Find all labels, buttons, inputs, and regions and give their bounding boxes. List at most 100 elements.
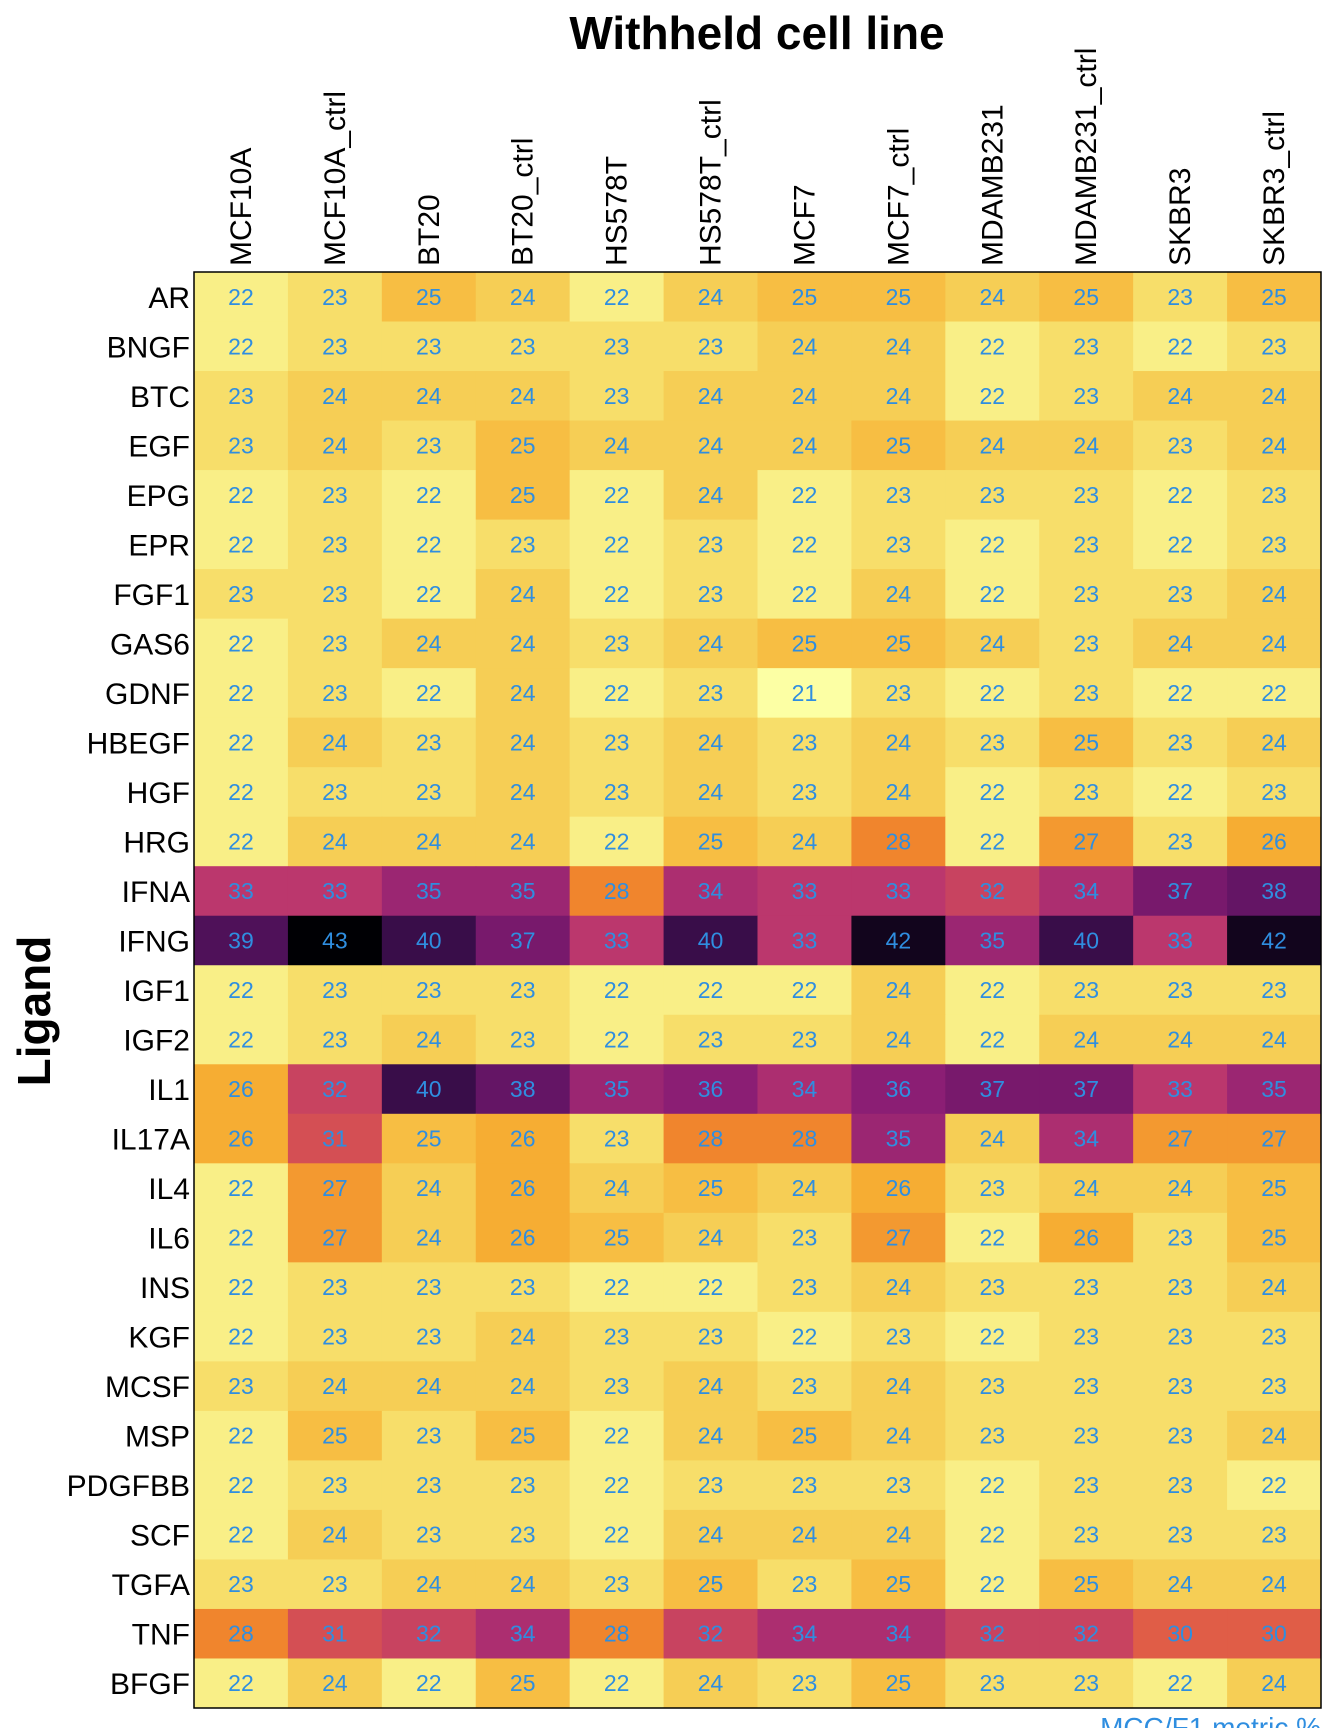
cell-value-label: 27 (1261, 1126, 1287, 1152)
cell-value-label: 25 (604, 1225, 630, 1251)
heatmap-cell (475, 767, 571, 818)
heatmap-cell (475, 965, 571, 1016)
cell-value-label: 24 (698, 1225, 724, 1251)
cell-value-label: 23 (228, 581, 254, 607)
heatmap-cell (194, 1460, 289, 1511)
cell-value-label: 30 (1167, 1621, 1193, 1647)
column-label: BT20_ctrl (507, 138, 540, 266)
heatmap-cell (287, 1608, 383, 1659)
heatmap-cell (945, 272, 1040, 323)
heatmap-cell (1133, 816, 1228, 867)
cell-value-label: 24 (1261, 581, 1287, 607)
row-label: TGFA (112, 1569, 190, 1602)
heatmap-cell (663, 321, 758, 372)
heatmap-cell (1133, 1262, 1228, 1313)
row-label: EPG (127, 480, 190, 513)
cell-value-label: 40 (416, 927, 442, 953)
heatmap-cell (194, 965, 289, 1016)
heatmap-cell (569, 1163, 665, 1214)
cell-value-label: 37 (1167, 878, 1193, 904)
cell-value-label: 23 (1167, 977, 1193, 1003)
cell-value-label: 22 (979, 1522, 1005, 1548)
cell-value-label: 32 (698, 1621, 724, 1647)
heatmap-cell (381, 1559, 477, 1610)
cell-value-label: 24 (510, 680, 536, 706)
cell-value-label: 22 (228, 1274, 254, 1300)
cell-value-label: 33 (792, 878, 818, 904)
heatmap-cell (663, 1410, 758, 1461)
heatmap-cell (194, 519, 289, 570)
heatmap-cell (1227, 965, 1322, 1016)
heatmap-cell (287, 915, 383, 966)
cell-value-label: 22 (228, 1522, 254, 1548)
heatmap-cell (1133, 1608, 1228, 1659)
heatmap-cell (475, 1014, 571, 1065)
cell-value-label: 40 (698, 927, 724, 953)
cell-value-label: 24 (886, 729, 912, 755)
heatmap-cell (475, 420, 571, 471)
heatmap-cell (381, 618, 477, 669)
cell-value-label: 34 (792, 1076, 818, 1102)
cell-value-label: 22 (979, 333, 1005, 359)
heatmap-cell (945, 866, 1040, 917)
heatmap-cell (194, 1163, 289, 1214)
cell-value-label: 23 (1073, 1670, 1099, 1696)
heatmap-cell (381, 1311, 477, 1362)
heatmap-cell (945, 1262, 1040, 1313)
heatmap-cell (475, 668, 571, 719)
cell-value-label: 25 (1073, 284, 1099, 310)
heatmap-cell (194, 1410, 289, 1461)
heatmap-cell (194, 371, 289, 422)
heatmap-cell (663, 1658, 758, 1709)
heatmap-cell (1039, 1212, 1134, 1263)
heatmap-cell (663, 915, 758, 966)
cell-value-label: 30 (1261, 1621, 1287, 1647)
heatmap-cell (1133, 1410, 1228, 1461)
column-labels: MCF10A MCF10A_ctrl BT20 BT20_ctrl HS578T HS57… (225, 48, 1291, 266)
cell-value-label: 26 (228, 1126, 254, 1152)
heatmap-cell (1133, 1064, 1228, 1115)
heatmap-cell (194, 1113, 289, 1164)
cell-value-label: 22 (416, 482, 442, 508)
heatmap-cell (1227, 470, 1322, 521)
heatmap-cell (475, 1608, 571, 1659)
cell-value-label: 22 (979, 977, 1005, 1003)
heatmap-cell (851, 1410, 946, 1461)
heatmap-cell (381, 1163, 477, 1214)
heatmap-cell (475, 1460, 571, 1511)
heatmap-cell (381, 1262, 477, 1313)
cell-value-label: 36 (698, 1076, 724, 1102)
cell-value-label: 25 (698, 1175, 724, 1201)
cell-value-label: 25 (1261, 284, 1287, 310)
heatmap-cell (569, 618, 665, 669)
heatmap-cell (381, 767, 477, 818)
cell-value-label: 24 (698, 432, 724, 458)
row-label: TNF (132, 1619, 190, 1652)
cell-value-label: 24 (886, 333, 912, 359)
heatmap-cell (287, 470, 383, 521)
heatmap-cell (1133, 321, 1228, 372)
heatmap-cell (1227, 420, 1322, 471)
cell-value-label: 22 (604, 1423, 630, 1449)
heatmap-cell (945, 618, 1040, 669)
heatmap-cell (757, 371, 852, 422)
heatmap-cell (1039, 866, 1134, 917)
heatmap-cell (851, 1163, 946, 1214)
heatmap-cell (1039, 371, 1134, 422)
cell-value-label: 42 (1261, 927, 1287, 953)
cell-value-label: 22 (604, 531, 630, 557)
heatmap-cell (1039, 1559, 1134, 1610)
heatmap-cell (945, 1014, 1040, 1065)
column-label: MCF10A_ctrl (319, 91, 352, 266)
cell-value-label: 22 (979, 383, 1005, 409)
cell-value-label: 24 (416, 1571, 442, 1597)
heatmap-cell (757, 1509, 852, 1560)
heatmap-cell (851, 717, 946, 768)
cell-value-label: 22 (979, 531, 1005, 557)
heatmap-cell (569, 668, 665, 719)
heatmap-cell (569, 1361, 665, 1412)
row-label: SCF (130, 1520, 190, 1553)
cell-value-label: 34 (886, 1621, 912, 1647)
heatmap-cell (1227, 866, 1322, 917)
row-labels: AR BNGF BTC EGF EPG EPR FGF1 GAS6 GDNF HBEGF HGF HR… (67, 282, 190, 1701)
